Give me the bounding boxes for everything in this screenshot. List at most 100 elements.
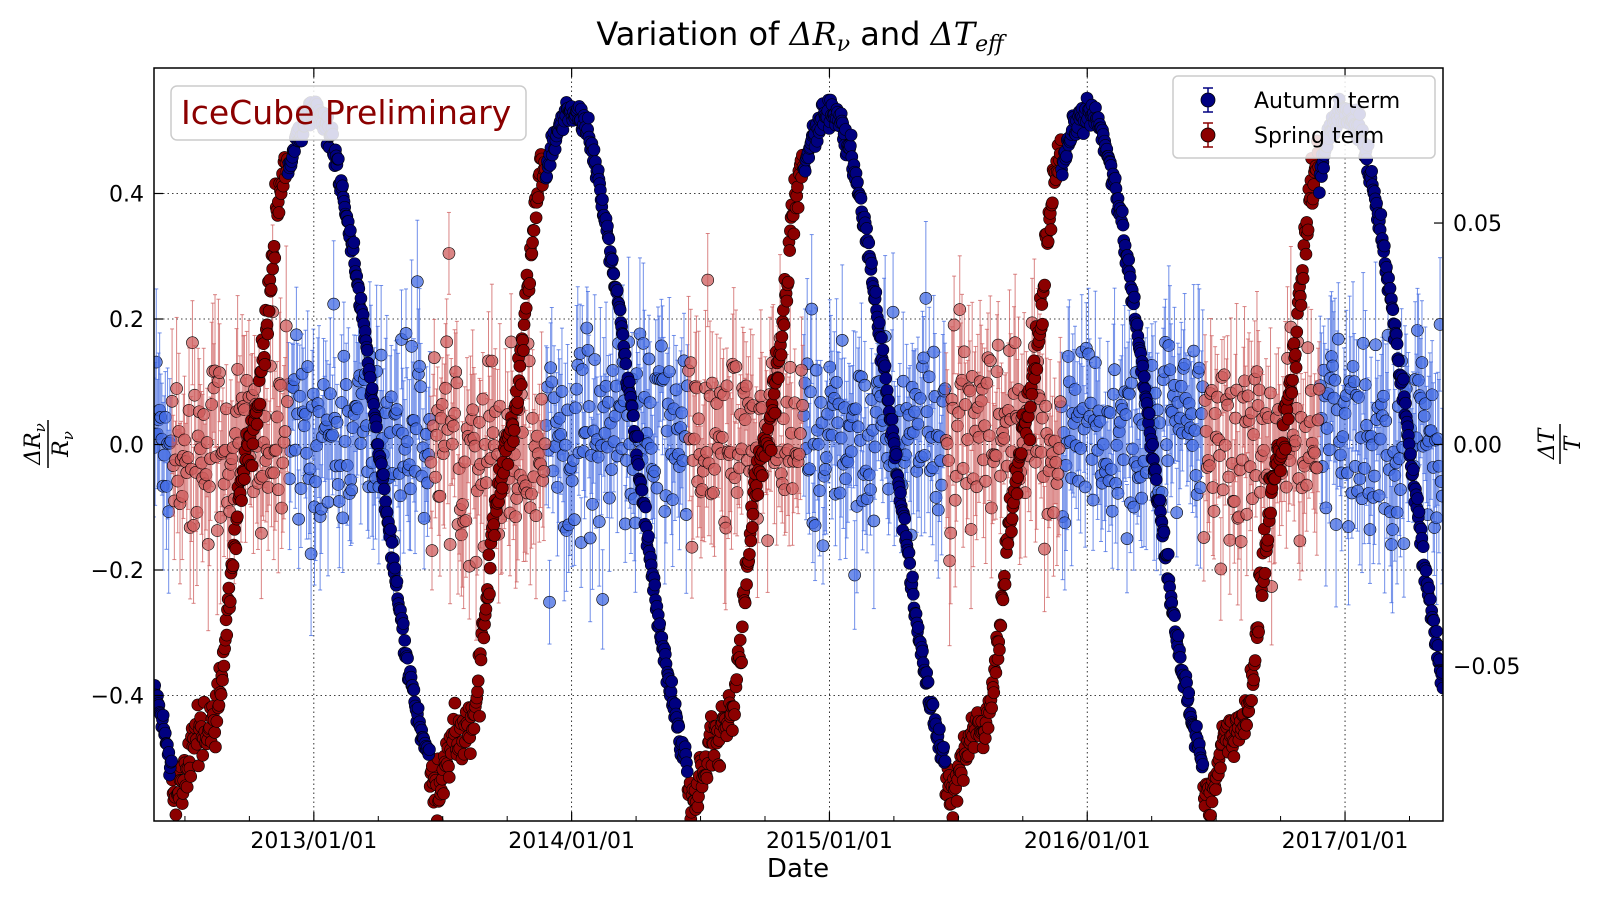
spring-rate-point-marker xyxy=(537,464,551,478)
autumn-rate-point-marker xyxy=(1359,378,1372,391)
spring-rate-point-marker xyxy=(1052,442,1066,455)
spring-rate-point-marker xyxy=(979,474,993,488)
autumn-rate-point-marker xyxy=(1433,318,1443,331)
spring-rate-point-marker xyxy=(943,554,956,568)
spring-rate-point-marker xyxy=(980,376,994,390)
spring-rate-point-marker xyxy=(1310,461,1324,475)
autumn-rate-point-marker xyxy=(603,491,616,505)
autumn-rate-point-marker xyxy=(1346,360,1360,373)
spring-rate-point-marker xyxy=(440,335,453,349)
autumn-rate-point-marker xyxy=(1390,506,1404,519)
autumn-rate-point-marker xyxy=(1108,363,1121,376)
autumn-rate-point-marker xyxy=(565,474,579,488)
spring-rate-point-marker xyxy=(1217,368,1231,382)
autumn-rate-point-marker xyxy=(555,385,569,398)
spring-rate-point-marker xyxy=(538,437,552,451)
autumn-rate-point-marker xyxy=(1107,387,1120,401)
autumn-rate-point-marker xyxy=(411,275,424,288)
spring-rate-point-marker xyxy=(1241,389,1255,403)
autumn-rate-point-marker xyxy=(1386,523,1399,536)
spring-temp-point-marker xyxy=(235,494,248,507)
spring-rate-point-marker xyxy=(1216,483,1230,497)
autumn-rate-point-marker xyxy=(551,480,564,494)
spring-rate-point-marker xyxy=(1311,413,1325,427)
spring-temp-point-marker xyxy=(220,628,234,642)
spring-rate-point-marker xyxy=(469,555,483,569)
autumn-rate-point-marker xyxy=(1379,414,1393,428)
spring-rate-point-marker xyxy=(761,534,774,547)
spring-temp-point-marker xyxy=(222,581,236,595)
autumn-rate-point-marker xyxy=(658,505,672,518)
spring-rate-point-marker xyxy=(1280,480,1293,494)
spring-rate-point-marker xyxy=(794,427,807,440)
autumn-rate-point-marker xyxy=(1058,516,1072,530)
autumn-rate-point-marker xyxy=(931,503,945,517)
autumn-rate-point-marker xyxy=(588,353,602,366)
spring-rate-point-marker xyxy=(213,366,226,380)
autumn-rate-point-marker xyxy=(413,359,426,373)
spring-rate-point-marker xyxy=(948,493,962,507)
autumn-rate-point-marker xyxy=(804,385,817,399)
spring-rate-point-marker xyxy=(1221,398,1234,412)
spring-temp-point-marker xyxy=(216,674,229,687)
autumn-rate-point-marker xyxy=(831,416,844,430)
autumn-rate-point-marker xyxy=(1122,387,1136,401)
autumn-rate-point-marker xyxy=(581,343,595,357)
autumn-rate-point-marker xyxy=(1193,361,1206,375)
spring-temp-point-marker xyxy=(208,726,222,739)
spring-rate-point-marker xyxy=(486,426,500,439)
autumn-rate-point-marker xyxy=(835,333,849,347)
autumn-rate-point-marker xyxy=(867,514,881,528)
spring-rate-point-marker xyxy=(529,509,543,522)
autumn-rate-point-marker xyxy=(399,327,413,340)
autumn-rate-point-marker xyxy=(292,512,305,526)
autumn-rate-point-marker xyxy=(336,511,350,525)
spring-rate-point-marker xyxy=(442,247,456,260)
autumn-rate-point-marker xyxy=(554,427,568,441)
autumn-rate-point-marker xyxy=(851,420,865,434)
autumn-rate-point-marker xyxy=(605,463,618,476)
spring-temp-point-marker xyxy=(192,759,205,773)
autumn-rate-point-marker xyxy=(1078,480,1092,494)
spring-rate-point-marker xyxy=(203,480,216,493)
autumn-rate-point-marker xyxy=(848,568,861,582)
spring-rate-point-marker xyxy=(443,538,457,551)
autumn-rate-point-marker xyxy=(1086,493,1100,507)
autumn-rate-point-marker xyxy=(544,361,557,374)
autumn-rate-point-marker xyxy=(327,297,340,311)
autumn-rate-point-marker xyxy=(1425,388,1439,402)
autumn-rate-point-marker xyxy=(1411,324,1424,337)
autumn-rate-point-marker xyxy=(642,352,656,366)
spring-rate-point-marker xyxy=(720,379,734,393)
spring-temp-point-marker xyxy=(229,542,243,556)
autumn-rate-point-marker xyxy=(1393,452,1406,465)
autumn-rate-point-marker xyxy=(1356,336,1370,350)
autumn-rate-point-marker xyxy=(1328,373,1342,387)
spring-rate-point-marker xyxy=(186,336,199,350)
spring-rate-point-marker xyxy=(707,486,720,499)
autumn-rate-point-marker xyxy=(1329,518,1343,531)
autumn-rate-point-marker xyxy=(338,435,352,448)
autumn-rate-point-marker xyxy=(570,382,583,396)
spring-rate-point-marker xyxy=(435,398,449,411)
spring-rate-point-marker xyxy=(201,538,215,551)
autumn-rate-point-marker xyxy=(1082,347,1095,361)
spring-rate-point-marker xyxy=(255,526,268,540)
spring-rate-point-marker xyxy=(181,451,195,464)
autumn-rate-point-marker xyxy=(154,355,163,369)
autumn-rate-point-marker xyxy=(648,465,661,478)
chart-title: Variation of ΔRν and ΔTeff xyxy=(596,15,1007,57)
spring-rate-point-marker xyxy=(947,318,961,332)
spring-rate-point-marker xyxy=(719,521,733,535)
spring-temp-point-marker xyxy=(238,472,251,486)
autumn-rate-point-marker xyxy=(1342,520,1355,533)
spring-rate-point-marker xyxy=(425,544,439,557)
series-autumn-rate xyxy=(154,219,1443,650)
autumn-rate-point-marker xyxy=(1353,472,1367,486)
chart-title-right-symbol: ΔT xyxy=(929,15,978,53)
autumn-rate-point-marker xyxy=(1372,489,1386,502)
autumn-rate-point-marker xyxy=(1194,481,1207,495)
autumn-rate-point-marker xyxy=(858,378,872,392)
autumn-rate-point-marker xyxy=(805,302,819,316)
